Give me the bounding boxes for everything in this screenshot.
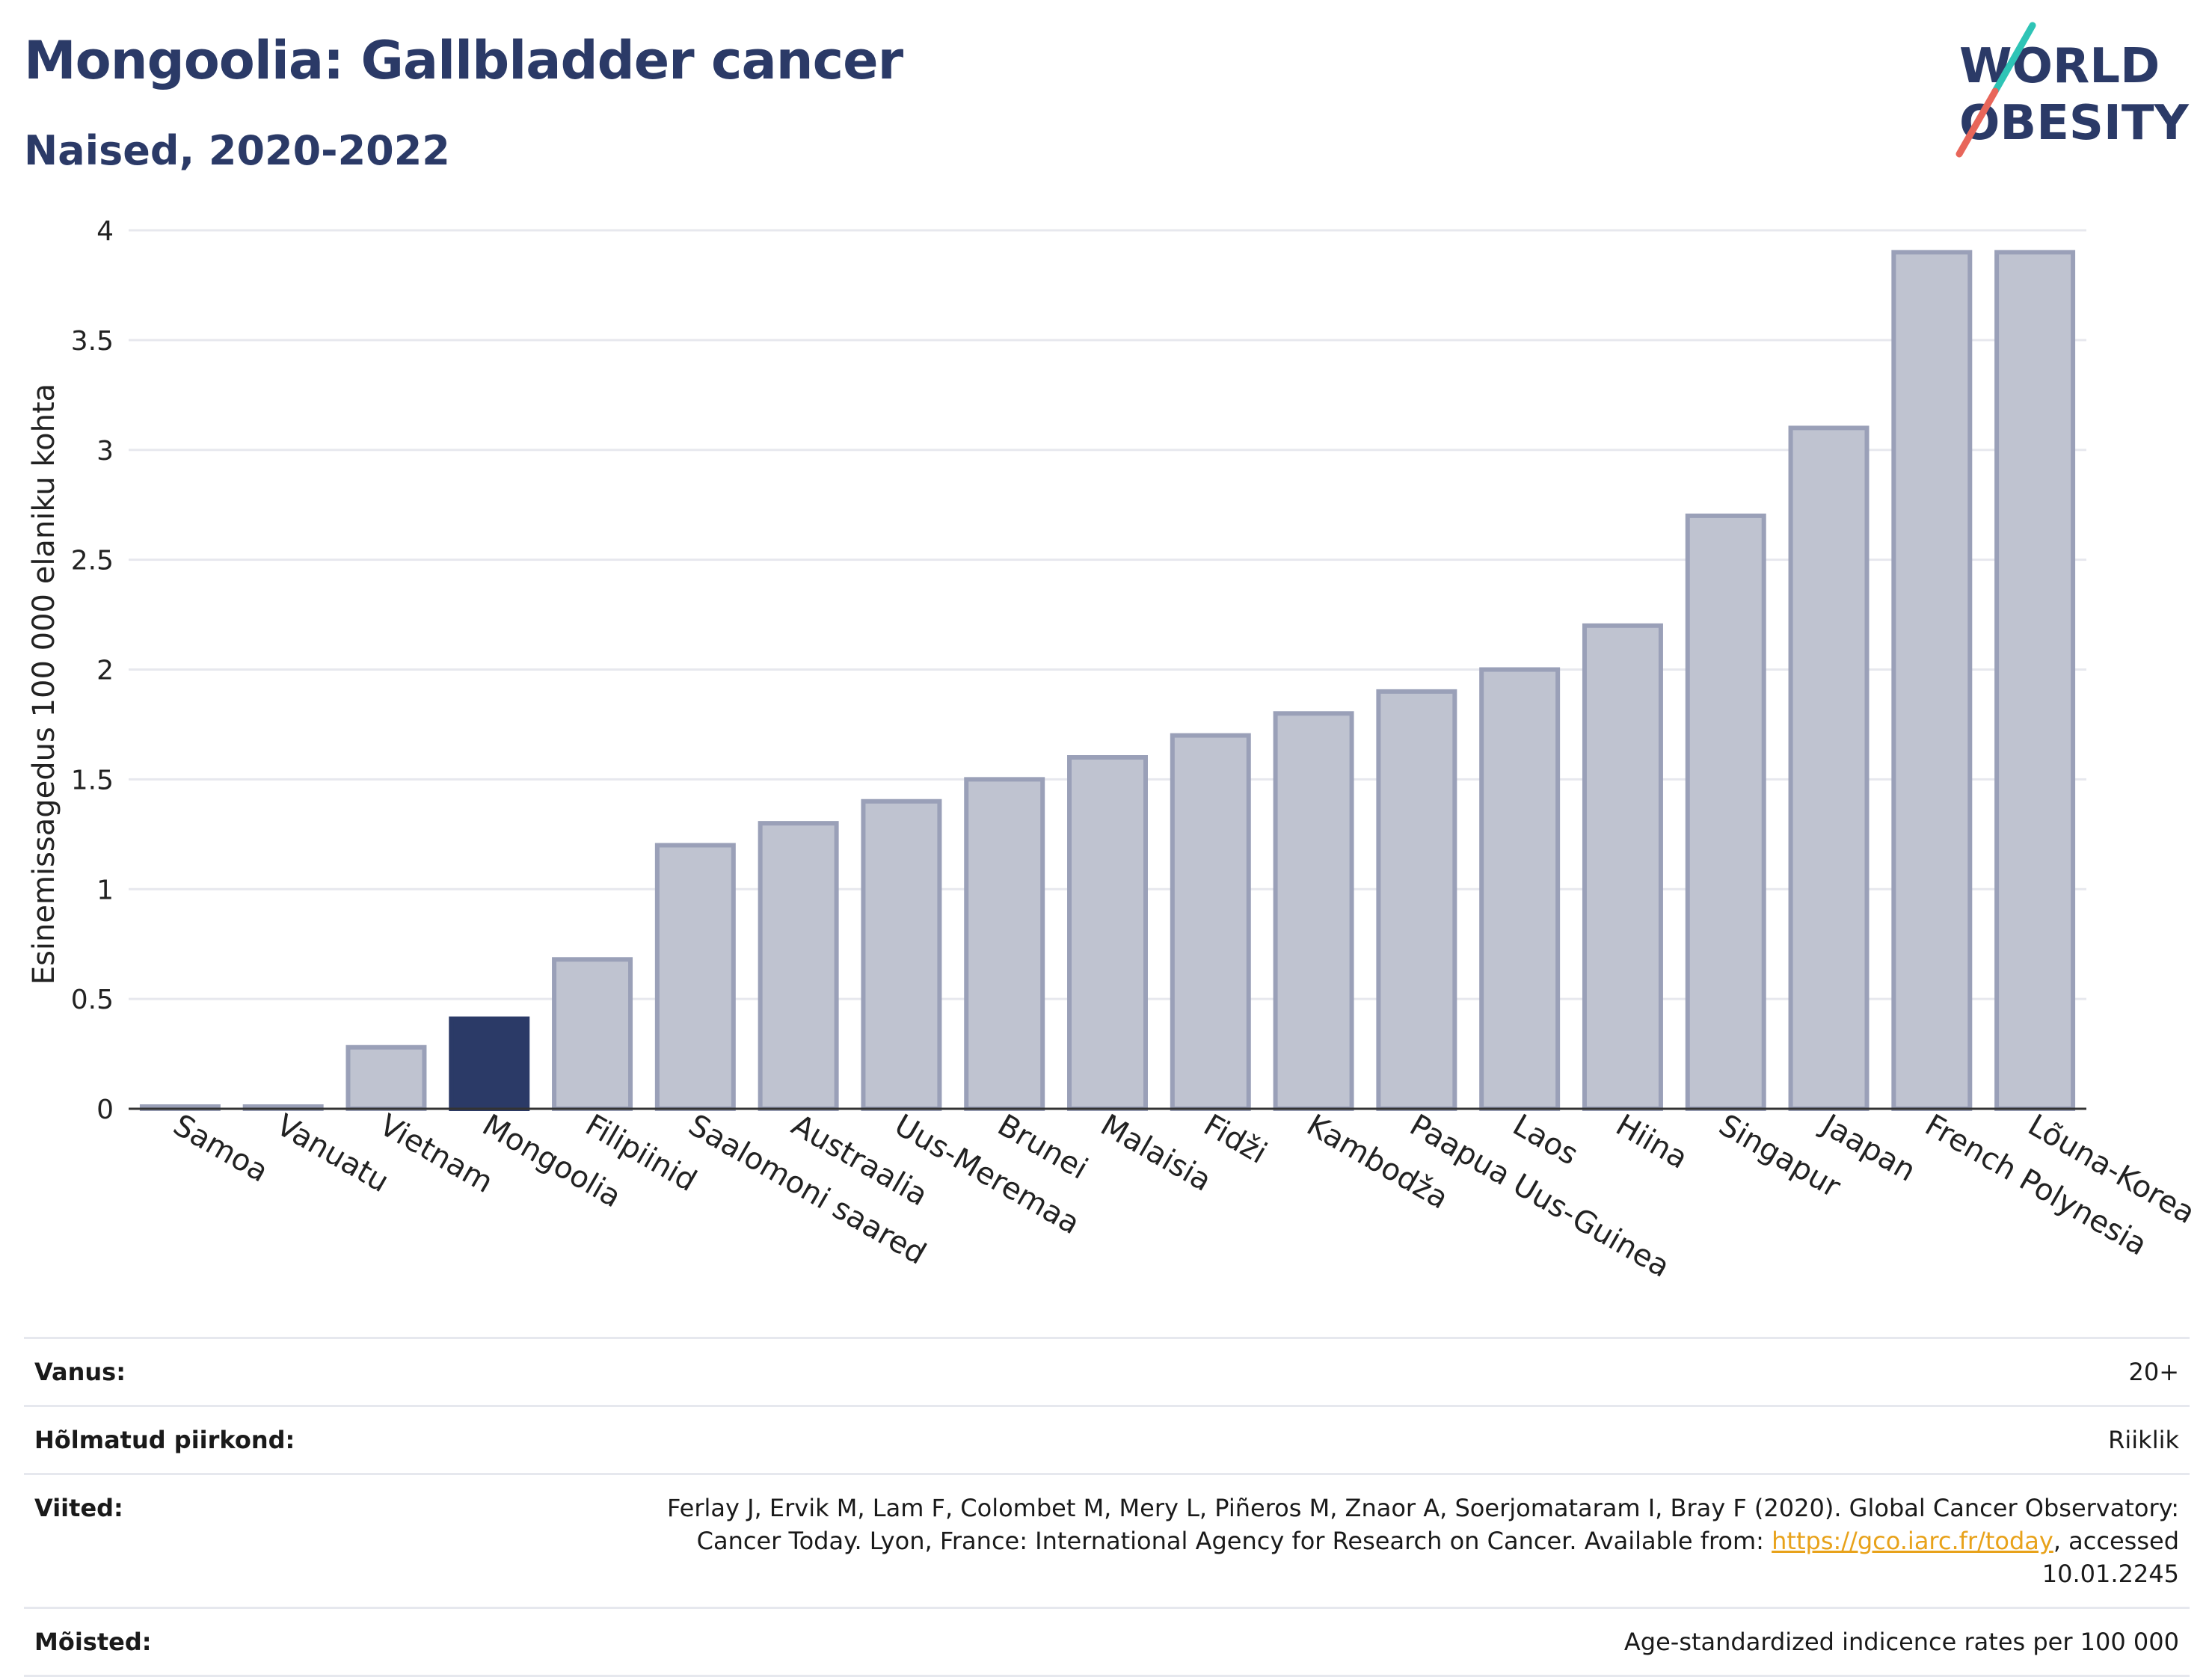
- y-tick-label: 4: [96, 216, 114, 247]
- bar-french-polynesia: [1891, 250, 1973, 1111]
- bar-malaisia: [1067, 755, 1148, 1111]
- x-tick-label: Fidži: [1198, 1108, 1273, 1171]
- bar-filipiinid: [552, 957, 633, 1111]
- bar-austraalia: [758, 821, 839, 1111]
- x-tick-label: Laos: [1507, 1108, 1584, 1172]
- y-axis-label: Esinemissagedus 100 000 elaniku kohta: [27, 384, 61, 985]
- y-axis-ticks: 0 0.5 1 1.5 2 2.5 3 3.5 4: [71, 216, 114, 1125]
- bar-singapur: [1685, 513, 1766, 1111]
- x-tick-label: Samoa: [168, 1108, 274, 1190]
- bar-jaapan: [1788, 425, 1870, 1111]
- bar-chart: 0 0.5 1 1.5 2 2.5 3 3.5 4 SamoaVanuatuVietnamMon…: [27, 216, 2201, 1284]
- info-row-definitions: Mõisted: Age-standardized indicence rate…: [24, 1607, 2190, 1677]
- x-tick-label: Vanuatu: [271, 1108, 395, 1199]
- bar-fid-i: [1170, 733, 1251, 1111]
- bar-vietnam: [345, 1044, 427, 1111]
- y-tick-label: 3: [96, 436, 114, 467]
- bars: [139, 250, 2076, 1111]
- x-tick-label: Malaisia: [1095, 1108, 1217, 1198]
- bar-brunei: [964, 777, 1045, 1111]
- y-tick-label: 1: [96, 875, 114, 905]
- bar-hiina: [1582, 623, 1663, 1111]
- x-tick-label: Hiina: [1610, 1108, 1693, 1176]
- info-table: Vanus: 20+ Hõlmatud piirkond: Riiklik Vi…: [24, 1337, 2190, 1677]
- svg-text:OBESITY: OBESITY: [1959, 96, 2189, 151]
- info-row-age: Vanus: 20+: [24, 1337, 2190, 1405]
- y-tick-label: 2.5: [71, 546, 114, 576]
- world-obesity-logo: WORLD OBESITY: [1956, 22, 2189, 158]
- bar-laos: [1479, 667, 1561, 1111]
- bar-kambod-a: [1273, 711, 1354, 1111]
- bar-paapua-uus-guinea: [1376, 689, 1457, 1111]
- x-tick-label: Vietnam: [373, 1108, 498, 1200]
- chart-title: Mongoolia: Gallbladder cancer: [24, 30, 903, 91]
- svg-text:WORLD: WORLD: [1959, 39, 2160, 94]
- bar-l-una-korea: [1994, 250, 2076, 1111]
- info-row-coverage: Hõlmatud piirkond: Riiklik: [24, 1405, 2190, 1473]
- y-tick-label: 3.5: [71, 326, 114, 357]
- bar-mongoolia: [449, 1016, 530, 1111]
- info-row-references: Viited: Ferlay J, Ervik M, Lam F, Colomb…: [24, 1473, 2190, 1607]
- x-axis-ticks: SamoaVanuatuVietnamMongooliaFilipiinidSa…: [168, 1107, 2201, 1284]
- y-tick-label: 1.5: [71, 765, 114, 796]
- chart-subtitle: Naised, 2020-2022: [24, 127, 450, 174]
- y-tick-label: 0: [96, 1095, 114, 1125]
- source-link[interactable]: https://gco.iarc.fr/today: [1772, 1527, 2053, 1555]
- y-tick-label: 0.5: [71, 985, 114, 1015]
- bar-saalomoni-saared: [654, 843, 736, 1111]
- bar-uus-meremaa: [861, 799, 942, 1111]
- y-tick-label: 2: [96, 656, 114, 686]
